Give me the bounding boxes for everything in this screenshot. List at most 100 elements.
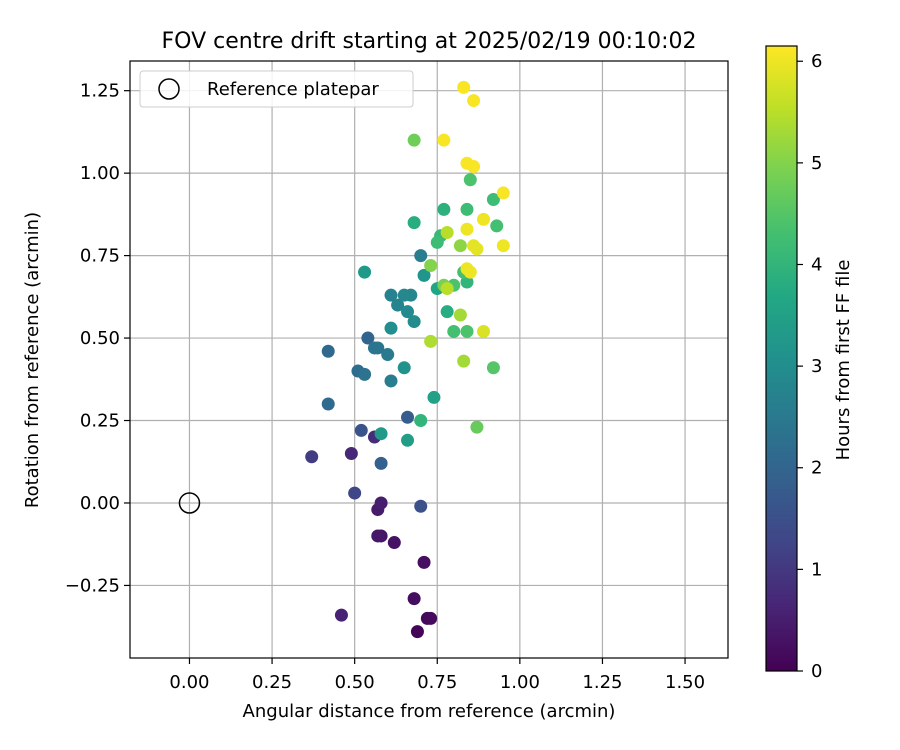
scatter-point	[424, 258, 438, 272]
x-tick-label: 0.25	[252, 672, 292, 693]
y-tick-label: 1.00	[80, 163, 120, 184]
x-tick-label: 1.25	[582, 672, 622, 693]
scatter-point	[470, 420, 484, 434]
scatter-point	[477, 212, 491, 226]
scatter-point	[407, 216, 421, 230]
scatter-point	[374, 427, 388, 441]
scatter-point	[381, 348, 395, 362]
chart-title: FOV centre drift starting at 2025/02/19 …	[162, 29, 697, 54]
scatter-point	[463, 173, 477, 187]
scatter-point	[457, 354, 471, 368]
colorbar-tick-label: 2	[811, 458, 822, 479]
scatter-point	[457, 80, 471, 94]
scatter-point	[467, 94, 481, 108]
data-points	[305, 80, 510, 639]
scatter-point	[417, 555, 431, 569]
colorbar-tick-label: 6	[811, 51, 822, 72]
scatter-point	[407, 315, 421, 329]
scatter-point	[374, 456, 388, 470]
reference-point-marker	[178, 492, 201, 514]
scatter-point	[354, 423, 368, 437]
scatter-point	[358, 265, 372, 279]
scatter-point	[427, 390, 441, 404]
scatter-point	[384, 374, 398, 388]
y-tick-label: 1.25	[80, 81, 120, 102]
scatter-point	[321, 397, 335, 411]
scatter-point	[486, 361, 500, 375]
scatter-point	[371, 529, 385, 543]
scatter-point	[384, 321, 398, 335]
x-tick-label: 0.00	[169, 672, 209, 693]
y-tick-label: 0.00	[80, 493, 120, 514]
scatter-point	[447, 324, 461, 338]
scatter-point	[410, 625, 424, 639]
scatter-point	[417, 268, 431, 282]
scatter-point	[453, 308, 467, 322]
y-tick-label: 0.50	[80, 328, 120, 349]
y-tick-label: −0.25	[65, 575, 120, 596]
scatter-point	[437, 202, 451, 216]
scatter-point	[401, 305, 415, 319]
scatter-point	[305, 450, 319, 464]
colorbar-ticks: 0 1 2 3 4 5 6	[797, 51, 822, 682]
scatter-point	[414, 249, 428, 263]
scatter-point	[440, 282, 454, 296]
scatter-point	[463, 265, 477, 279]
scatter-point	[391, 298, 405, 312]
legend-label: Reference platepar	[207, 79, 379, 100]
scatter-point	[374, 496, 388, 510]
scatter-point	[460, 222, 474, 236]
scatter-point	[467, 160, 481, 174]
scatter-point	[486, 193, 500, 207]
colorbar: 0 1 2 3 4 5 6 Hours from first FF file	[765, 45, 854, 682]
y-tick-label: 0.75	[80, 246, 120, 267]
scatter-point	[321, 344, 335, 358]
scatter-point	[367, 341, 381, 355]
colorbar-tick-label: 1	[811, 559, 822, 580]
y-axis-label: Rotation from reference (arcmin)	[22, 212, 43, 508]
scatter-point	[407, 133, 421, 147]
scatter-point	[424, 611, 438, 625]
x-axis-ticks: 0.00 0.25 0.50 0.75 1.00 1.25 1.50	[169, 658, 705, 693]
plot-frame	[129, 60, 729, 659]
scatter-point	[437, 133, 451, 147]
scatter-point	[496, 239, 510, 253]
scatter-point	[407, 592, 421, 606]
scatter-point	[384, 288, 398, 302]
scatter-point	[414, 499, 428, 513]
scatter-point	[440, 226, 454, 240]
colorbar-frame	[765, 45, 798, 672]
scatter-point	[358, 367, 372, 381]
x-tick-label: 1.50	[665, 672, 705, 693]
scatter-point	[440, 305, 454, 319]
colorbar-gradient	[766, 46, 797, 671]
scatter-point	[397, 288, 411, 302]
colorbar-tick-label: 4	[811, 254, 822, 275]
grid-lines	[130, 61, 728, 658]
legend-box	[139, 70, 414, 108]
scatter-point	[401, 433, 415, 447]
scatter-point	[424, 334, 438, 348]
scatter-point	[361, 331, 375, 345]
scatter-point	[460, 324, 474, 338]
x-tick-label: 1.00	[500, 672, 540, 693]
scatter-point	[414, 414, 428, 428]
x-tick-label: 0.75	[417, 672, 457, 693]
scatter-point	[397, 361, 411, 375]
scatter-point	[344, 447, 358, 461]
scatter-point	[453, 239, 467, 253]
scatter-point	[496, 186, 510, 200]
colorbar-tick-label: 3	[811, 356, 822, 377]
scatter-point	[430, 235, 444, 249]
colorbar-tick-label: 5	[811, 153, 822, 174]
scatter-point	[401, 410, 415, 424]
scatter-point	[460, 275, 474, 289]
y-tick-label: 0.25	[80, 411, 120, 432]
scatter-point	[348, 486, 362, 500]
x-tick-label: 0.50	[335, 672, 375, 693]
colorbar-tick-label: 0	[811, 661, 822, 682]
scatter-point	[490, 219, 504, 233]
y-axis-ticks: −0.25 0.00 0.25 0.50 0.75 1.00 1.25	[65, 81, 130, 596]
scatter-point	[460, 202, 474, 216]
